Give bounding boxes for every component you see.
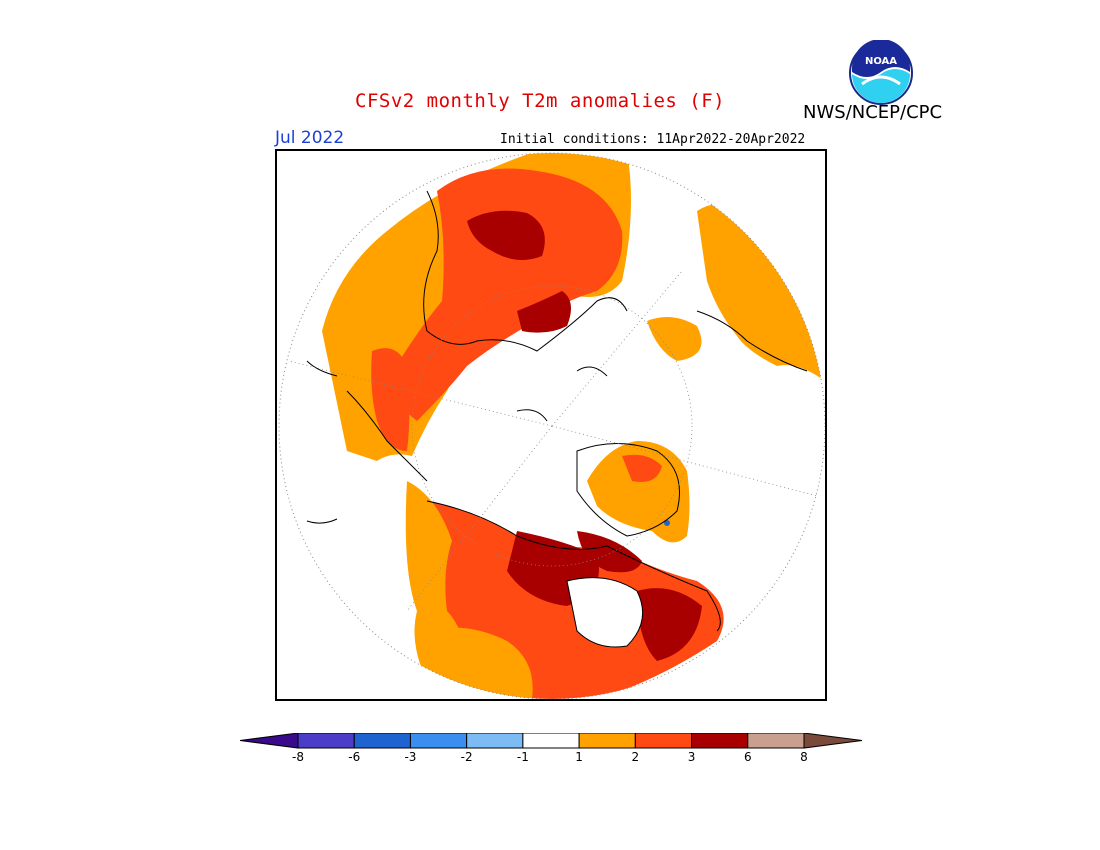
- colorbar-swatch: [691, 733, 749, 749]
- colorbar-arrow-right: [803, 733, 862, 749]
- agency-label: NWS/NCEP/CPC: [803, 102, 943, 123]
- colorbar-swatch: [353, 733, 411, 749]
- colorbar: [240, 733, 862, 749]
- colorbar-tick-label: -6: [348, 750, 361, 764]
- colorbar-swatch: [634, 733, 693, 749]
- colorbar-swatch: [297, 733, 355, 749]
- colorbar-labels: -8 -6 -3 -2 -1 1 2 3 6 8: [240, 750, 862, 770]
- anomaly-region-darkred: [467, 210, 545, 260]
- colorbar-tick-label: 8: [800, 750, 808, 764]
- colorbar-tick-label: -8: [292, 750, 304, 764]
- colorbar-swatch: [409, 733, 468, 749]
- colorbar-tick-label: -3: [404, 750, 417, 764]
- colorbar-arrow-left: [240, 733, 299, 749]
- polar-map: [278, 152, 826, 700]
- forecast-month: Jul 2022: [275, 128, 345, 148]
- colorbar-tick-label: 2: [631, 750, 640, 764]
- colorbar-tick-label: 3: [687, 750, 696, 764]
- anomaly-region-red: [387, 168, 623, 421]
- colorbar-tick-label: 1: [575, 750, 583, 764]
- logo-text: NOAA: [865, 56, 897, 67]
- colorbar-tick-label: 6: [743, 750, 752, 764]
- colorbar-swatch: [747, 733, 805, 749]
- colorbar-tick-label: -2: [460, 750, 473, 764]
- colorbar-swatch: [578, 733, 636, 749]
- anomaly-region-blue: [664, 520, 670, 526]
- colorbar-swatch: [466, 733, 524, 749]
- noaa-logo-icon: NOAA: [849, 40, 913, 105]
- polar-map-frame: [275, 149, 827, 701]
- chart-title: CFSv2 monthly T2m anomalies (F): [355, 90, 726, 112]
- initial-conditions: Initial conditions: 11Apr2022-20Apr2022: [500, 132, 806, 147]
- colorbar-swatch: [522, 733, 580, 749]
- colorbar-tick-label: -1: [516, 750, 529, 764]
